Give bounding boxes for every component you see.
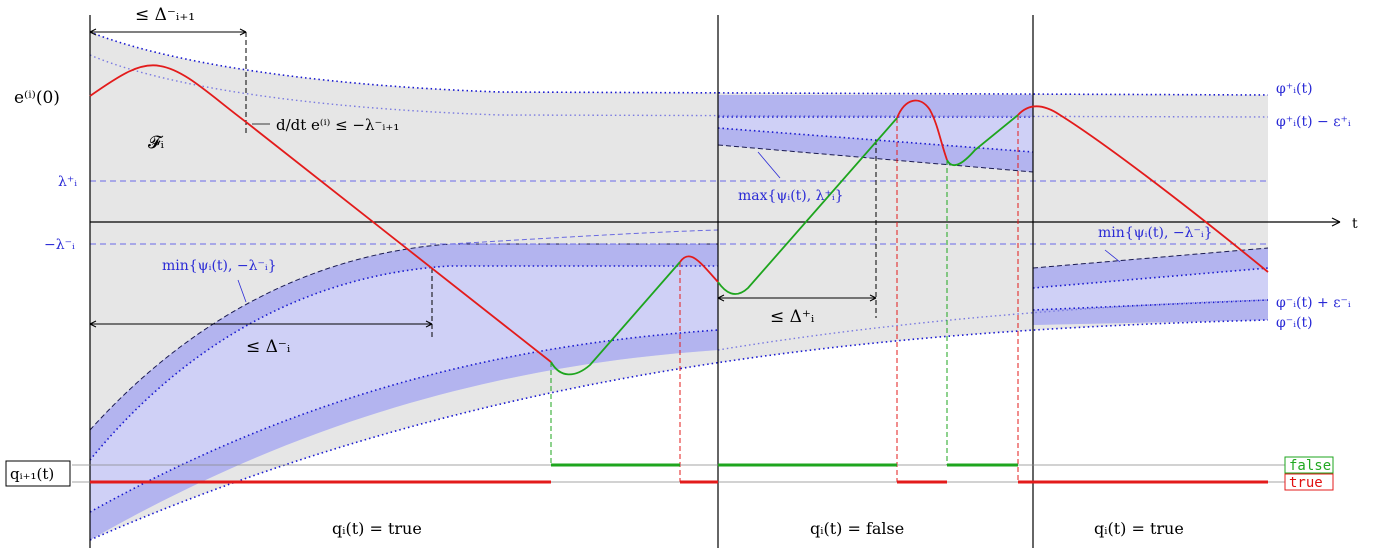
delta-i-plus-label: ≤ Δ⁺ᵢ [770,307,815,327]
delta-i-plus-arrowhead-right-icon [869,294,877,302]
phi-minus-plus-eps-curve [717,299,1269,351]
t-axis-label: t [1352,216,1358,232]
upper-band-middle-dark-top [718,95,1033,117]
q-false-label: false [1289,458,1331,474]
delta-i-minus-arrowhead-right-icon [425,320,433,328]
min-psi-right-label: min{ψᵢ(t), −λ⁻ᵢ} [1098,225,1213,241]
e-i-0-label: e⁽ⁱ⁾(0) [14,88,60,108]
trajectory-red-4 [1017,105,1269,273]
delta-i-minus-label: ≤ Δ⁻ᵢ [246,337,291,357]
delta-i1-arrowhead-right-icon [239,28,247,36]
phi-minus-plus-eps-label: φ⁻ᵢ(t) + ε⁻ᵢ [1276,295,1351,311]
delta-i1-minus-label: ≤ Δ⁻ᵢ₊₁ [135,5,195,25]
delta-i-minus-arrowhead-left-icon [89,320,97,328]
phi-plus-minus-eps-curve [89,54,1269,118]
segment-2-caption: qᵢ(t) = false [810,519,904,538]
band-right-top-dashed [1032,247,1269,269]
band-mid-bottom-dashed [717,144,1034,173]
min-psi-label: min{ψᵢ(t), −λ⁻ᵢ} [162,258,277,274]
lower-band-left-dark-bottom [90,330,718,540]
min-psi-right-leader [1104,249,1121,263]
t-axis-arrow-icon [1331,217,1341,227]
trajectory-red-2 [679,255,719,283]
q-i1-box [5,460,71,487]
lower-band-right-dark-bottom [1033,300,1268,325]
trajectory-green-2 [717,117,898,295]
delta-i1-arrowhead-left-icon [89,28,97,36]
derivative-bound-label: d/dt e⁽ⁱ⁾ ≤ −λ⁻ᵢ₊₁ [276,116,399,134]
psi-lower-right [1032,267,1269,289]
phi-plus-label: φ⁺ᵢ(t) [1276,81,1313,97]
q-true-label: true [1289,475,1323,491]
q-true-box [1284,473,1334,491]
lower-band-right-dark-top [1033,248,1268,288]
max-psi-leader [757,151,781,179]
phi-plus-curve [89,31,1269,96]
band-left-top-extension [449,229,719,245]
psi-lower-left-eps [89,329,719,513]
phi-minus-curve [89,319,1269,541]
max-psi-label: max{ψᵢ(t), λ⁺ᵢ} [738,188,844,204]
q-i1-label: qᵢ₊₁(t) [10,465,54,483]
segment-1-caption: qᵢ(t) = true [332,519,422,538]
minus-lambda-minus-label: −λ⁻ᵢ [44,237,75,253]
psi-lower-right-2 [1032,299,1269,311]
trajectory-red-1 [89,64,552,363]
min-psi-leader [237,279,247,303]
feasible-set-label: 𝓕ᵢ [148,133,165,153]
phi-minus-label: φ⁻ᵢ(t) [1276,315,1313,331]
lambda-plus-label: λ⁺ᵢ [58,174,77,190]
segment-3-caption: qᵢ(t) = true [1094,519,1184,538]
phi-plus-minus-eps-label: φ⁺ᵢ(t) − ε⁺ᵢ [1276,114,1351,130]
trajectory-red-3 [896,99,948,161]
trajectory-green-1 [550,261,681,376]
q-false-box [1284,456,1334,474]
trajectory-green-3 [946,114,1019,167]
psi-lower-left [89,265,718,461]
delta-i-plus-arrowhead-left-icon [717,294,725,302]
band-left-top-dashed [89,243,718,431]
